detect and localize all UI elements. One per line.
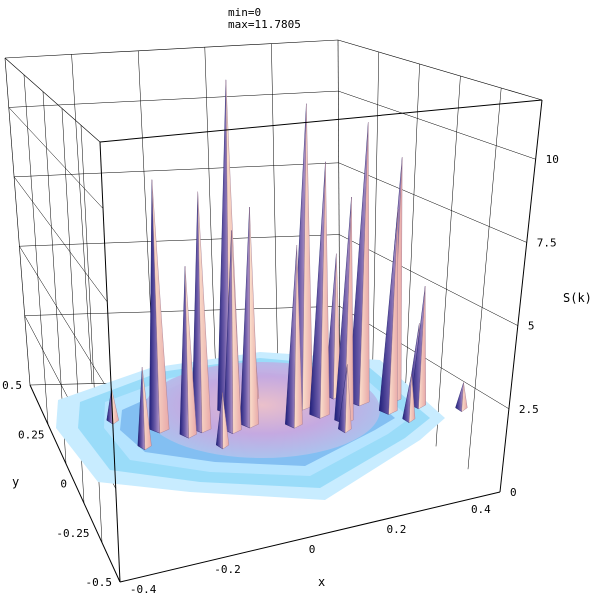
plot-grid: [4, 39, 543, 543]
peak: [215, 392, 230, 450]
peak-face-lit: [294, 245, 303, 429]
peak-face-lit: [151, 179, 170, 434]
z-tick-label: 2.5: [519, 403, 539, 416]
box-edge-left-front: [99, 141, 121, 583]
max-label: max=11.7805: [228, 18, 301, 31]
grid-line-right-wall-v: [403, 63, 420, 424]
z-tick-label: 10: [546, 153, 559, 166]
x-tick-label: -0.2: [214, 563, 241, 576]
peak-face-lit: [249, 207, 259, 429]
box-edge-top-left: [4, 57, 101, 143]
peak: [239, 207, 259, 429]
x-axis-label: x: [318, 575, 325, 589]
min-label: min=0: [228, 6, 261, 19]
box-edge-top-back: [4, 39, 339, 59]
peak-face-shadow: [239, 207, 251, 429]
x-tick-label: 0: [309, 543, 316, 556]
peak-face-lit: [418, 286, 426, 410]
y-tick-label: 0: [60, 478, 67, 491]
peak-face-lit: [461, 382, 468, 413]
grid-line-back-wall-v: [271, 43, 279, 380]
grid-line-back-wall-h: [24, 306, 340, 316]
box-edge-floor-left: [29, 384, 121, 583]
peak: [455, 382, 468, 413]
grid-line-back-wall-v: [71, 54, 93, 384]
grid-line-back-wall-h: [8, 90, 339, 108]
peak-face-lit: [302, 103, 314, 411]
peak: [410, 286, 426, 410]
peak: [149, 179, 170, 434]
grid-line-left-wall-h: [13, 176, 108, 303]
peak-face-lit: [231, 230, 242, 435]
peak: [378, 209, 399, 415]
grid-line-right-wall-v: [371, 51, 380, 401]
plot-front-edges: [29, 99, 543, 583]
peak: [309, 161, 330, 419]
grid-line-right-wall-v: [467, 87, 502, 470]
peak: [402, 374, 416, 424]
peak-face-lit: [197, 191, 212, 434]
y-tick-label: 0.5: [2, 379, 22, 392]
grid-line-right-wall-h: [338, 90, 536, 160]
x-tick-label: -0.4: [130, 583, 157, 596]
box-edge-left-back: [4, 57, 31, 386]
box-edge-top-right: [337, 39, 543, 101]
grid-line-left-wall-h: [8, 107, 104, 209]
peak: [191, 191, 212, 434]
peak: [285, 245, 303, 429]
peak: [137, 367, 152, 451]
box-edge-right-back: [337, 39, 341, 379]
box-edge-right-front: [499, 99, 543, 493]
grid-line-left-wall-v: [23, 74, 49, 425]
grid-line-back-wall-v: [204, 47, 217, 381]
grid-line-right-wall-v: [435, 75, 461, 447]
z-axis-label: S(k): [563, 291, 592, 305]
peak: [338, 364, 352, 434]
z-tick-label: 0: [510, 486, 517, 499]
peak: [223, 230, 242, 435]
peak-face-lit: [388, 209, 399, 415]
box-edge-floor-front: [119, 491, 501, 583]
peak: [347, 122, 370, 407]
z-tick-label: 7.5: [537, 236, 557, 249]
x-tick-label: 0.4: [471, 503, 491, 516]
y-tick-label: -0.5: [86, 576, 113, 589]
grid-line-right-wall-h: [339, 234, 518, 326]
grid-line-left-wall-h: [19, 246, 112, 396]
peak-face-lit: [141, 367, 152, 451]
y-tick-label: -0.25: [56, 527, 89, 540]
peak: [179, 266, 197, 439]
surface-peaks: [106, 79, 468, 451]
peak-face-lit: [408, 374, 416, 424]
grid-line-back-wall-h: [19, 234, 340, 247]
peak-face-lit: [359, 122, 370, 407]
y-tick-label: 0.25: [18, 428, 45, 441]
tick-labels: 0 2.5 5 7.5 10 -0.4 -0.2 0 0.2 0.4 0.5 0.25 0 -0.25 -0…: [2, 153, 559, 596]
peak-face-lit: [319, 161, 330, 419]
peak-face-lit: [222, 392, 230, 450]
peak-face-lit: [184, 266, 197, 439]
grid-line-right-wall-h: [338, 162, 527, 243]
y-axis-label: y: [12, 475, 19, 489]
grid-line-back-wall-h: [14, 162, 339, 178]
peak-face-lit: [344, 364, 352, 434]
box-edge-top-front: [99, 99, 543, 143]
x-tick-label: 0.2: [387, 523, 407, 536]
z-tick-label: 5: [528, 320, 535, 333]
